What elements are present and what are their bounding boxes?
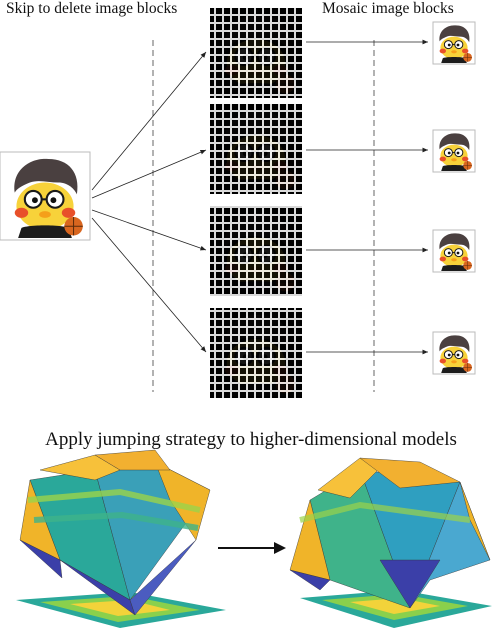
right-caption: Mosaic image blocks <box>322 0 454 17</box>
mosaic-image-4 <box>432 331 476 375</box>
left-caption: Skip to delete image blocks <box>6 0 178 17</box>
masked-image-4 <box>210 308 302 398</box>
mosaic-arrows <box>306 39 428 355</box>
left-surface-plot <box>16 449 226 628</box>
fan-out-arrows <box>91 51 207 353</box>
source-avatar-image <box>0 151 91 241</box>
mosaic-image-3 <box>432 229 476 273</box>
mosaic-image-1 <box>432 21 476 65</box>
mosaic-image-2 <box>432 129 476 173</box>
masked-image-2 <box>210 104 302 194</box>
masked-image-3 <box>210 206 302 296</box>
right-surface-plot <box>289 457 492 628</box>
masked-image-1 <box>210 8 302 98</box>
bottom-caption: Apply jumping strategy to higher-dimensi… <box>45 429 457 450</box>
